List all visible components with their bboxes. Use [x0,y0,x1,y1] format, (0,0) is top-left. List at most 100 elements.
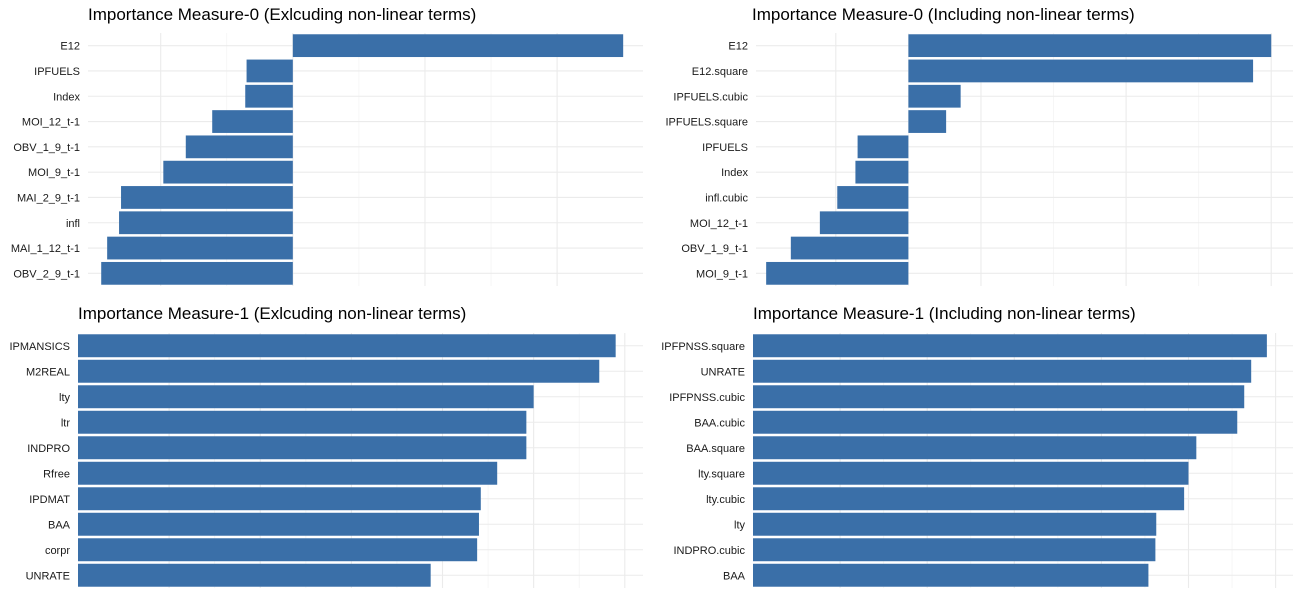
bar-lty [78,385,534,409]
y-tick-label: BAA [48,519,71,531]
y-tick-label: BAA.cubic [694,417,745,429]
chart-title: Importance Measure-0 (Exlcuding non-line… [88,5,477,24]
y-tick-label: INDPRO.cubic [673,545,745,557]
y-tick-label: IPFUELS [34,66,80,78]
y-tick-label: E12 [728,41,748,53]
bar-IPFUELS.square [908,110,947,133]
y-tick-label: MOI_12_t-1 [22,117,80,129]
chart-panel-measure1-excluding: Importance Measure-1 (Exlcuding non-line… [0,300,650,600]
chart-title: Importance Measure-0 (Including non-line… [752,5,1135,24]
bar-MOI_9_t-1 [163,160,293,184]
y-tick-label: IPFUELS [702,142,748,154]
y-tick-label: M2REAL [26,366,70,378]
y-tick-label: MOI_12_t-1 [690,218,748,230]
bar-MOI_9_t-1 [766,261,909,285]
y-tick-label: OBV_1_9_t-1 [681,243,748,255]
y-tick-label: corpr [45,545,70,557]
bar-corpr [78,538,478,562]
y-tick-label: IPFUELS.cubic [673,91,748,103]
bar-ltr [78,410,527,434]
bar-OBV_2_9_t-1 [101,261,293,285]
y-tick-labels: IPFPNSS.square UNRATE IPFPNSS.cubic BAA.cub… [661,341,745,583]
bar-E12 [908,34,1272,58]
chart-panel-measure1-including: Importance Measure-1 (Including non-line… [650,300,1300,600]
y-tick-label: MOI_9_t-1 [696,268,748,280]
y-tick-label: OBV_1_9_t-1 [13,142,80,154]
y-tick-label: MAI_1_12_t-1 [11,243,80,255]
y-tick-label: UNRATE [701,366,745,378]
y-tick-label: infl [66,218,80,230]
y-tick-labels: E12 IPFUELS Index MOI_12_t-1 OBV_1_9_t-1 MOI_… [11,41,81,281]
y-tick-label: BAA.square [686,443,745,455]
bar-OBV_1_9_t-1 [790,236,909,260]
chart-panel-measure0-including: Importance Measure-0 (Including non-line… [650,0,1300,300]
bars [78,334,616,587]
bar-lty.cubic [753,487,1185,511]
y-tick-labels: IPMANSICS M2REAL lty ltr INDPRO Rfree IPDMAT BA… [9,341,70,583]
bars [766,34,1272,285]
bar-infl [119,211,293,235]
bar-E12 [292,34,624,58]
chart-plot: IPFPNSS.square UNRATE IPFPNSS.cubic BAA.cub… [661,333,1293,588]
bar-IPFUELS [857,135,909,159]
bar-UNRATE [78,563,431,587]
bar-IPFUELS.cubic [908,84,961,108]
y-tick-label: BAA [723,570,746,582]
bar-E12.square [908,59,1254,83]
y-tick-label: IPFPNSS.square [661,341,745,353]
bar-MAI_1_12_t-1 [107,236,293,260]
bar-BAA [78,512,479,536]
y-tick-label: IPMANSICS [9,341,70,353]
bar-BAA.square [753,436,1197,460]
y-tick-label: E12 [60,41,80,53]
y-tick-label: IPFPNSS.cubic [669,392,745,404]
y-tick-labels: E12 E12.square IPFUELS.cubic IPFUELS.square… [665,41,748,281]
chart-title: Importance Measure-1 (Including non-line… [753,304,1136,323]
chart-plot: IPMANSICS M2REAL lty ltr INDPRO Rfree IPDMAT BA… [9,333,643,588]
y-tick-label: lty.square [698,468,745,480]
y-tick-label: UNRATE [26,570,70,582]
y-tick-label: infl.cubic [705,192,748,204]
bars [101,34,624,285]
y-tick-label: Rfree [43,468,70,480]
y-tick-label: IPDMAT [29,494,70,506]
bar-IPDMAT [78,487,481,511]
bar-Rfree [78,461,498,485]
bar-lty.square [753,461,1189,485]
y-tick-label: ltr [61,417,71,429]
chart-title: Importance Measure-1 (Exlcuding non-line… [78,304,467,323]
bar-BAA.cubic [753,410,1238,434]
bar-MOI_12_t-1 [212,110,293,133]
bar-BAA [753,563,1149,587]
y-tick-label: MAI_2_9_t-1 [17,192,80,204]
bar-IPFPNSS.cubic [753,385,1245,409]
y-tick-label: Index [53,91,80,103]
bar-INDPRO.cubic [753,538,1156,562]
y-tick-label: lty.cubic [706,494,745,506]
bar-OBV_1_9_t-1 [185,135,293,159]
bar-M2REAL [78,359,600,383]
chart-plot: E12 IPFUELS Index MOI_12_t-1 OBV_1_9_t-1 MOI_… [11,33,643,286]
bar-UNRATE [753,359,1252,383]
y-tick-label: IPFUELS.square [665,117,748,129]
bar-lty [753,512,1157,536]
y-tick-label: INDPRO [27,443,70,455]
y-tick-label: lty [734,519,746,531]
bar-infl.cubic [837,186,909,209]
bar-IPFUELS [246,59,293,83]
chart-plot: E12 E12.square IPFUELS.cubic IPFUELS.square… [665,33,1293,286]
bar-MOI_12_t-1 [819,211,909,235]
y-tick-label: OBV_2_9_t-1 [13,268,80,280]
bars [753,334,1267,587]
bar-MAI_2_9_t-1 [121,186,293,209]
y-tick-label: lty [59,392,71,404]
bar-IPMANSICS [78,334,616,358]
y-tick-label: Index [721,167,748,179]
y-tick-label: E12.square [692,66,748,78]
bar-Index [245,84,293,108]
chart-panel-measure0-excluding: Importance Measure-0 (Exlcuding non-line… [0,0,650,300]
y-tick-label: MOI_9_t-1 [28,167,80,179]
bar-IPFPNSS.square [753,334,1267,358]
bar-INDPRO [78,436,527,460]
bar-Index [855,160,909,184]
